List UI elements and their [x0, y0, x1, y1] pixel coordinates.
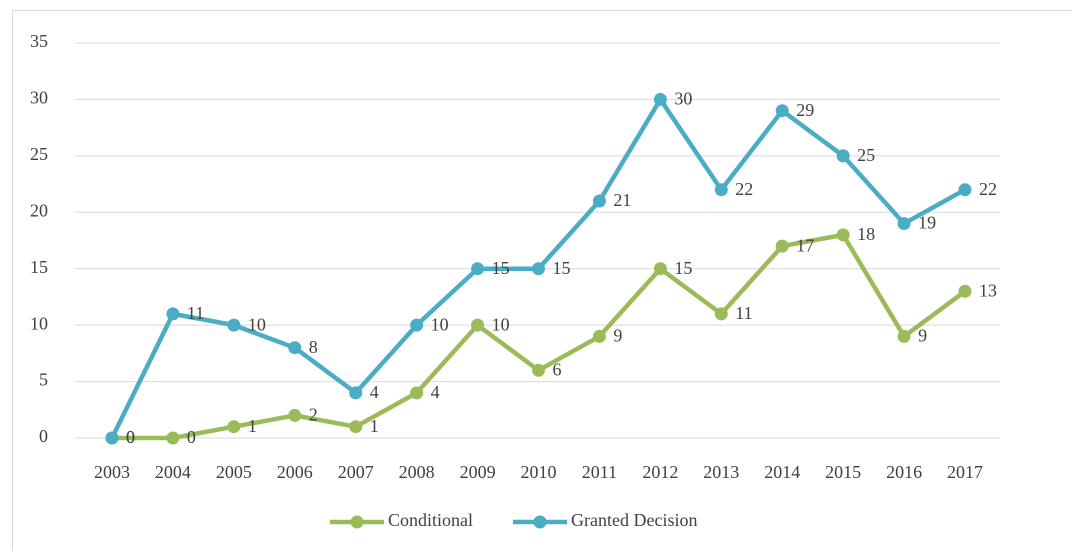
- x-tick-label: 2017: [947, 462, 983, 482]
- data-point: [714, 183, 728, 197]
- chart-frame: [12, 10, 1072, 551]
- data-point: [836, 149, 850, 163]
- data-point: [653, 92, 667, 106]
- data-point: [532, 262, 545, 276]
- y-tick-label: 20: [30, 200, 48, 220]
- x-tick-label: 2008: [399, 462, 435, 482]
- data-label: 21: [613, 190, 631, 210]
- data-point: [166, 307, 180, 321]
- x-tick-label: 2005: [216, 462, 252, 482]
- data-label: 1: [248, 416, 257, 436]
- data-point: [775, 239, 789, 253]
- data-label: 15: [553, 258, 571, 278]
- data-label: 4: [370, 382, 379, 402]
- data-label: 10: [431, 314, 449, 334]
- data-label: 17: [796, 235, 814, 255]
- x-tick-label: 2010: [521, 462, 557, 482]
- data-point: [897, 217, 911, 231]
- data-label: 11: [187, 303, 204, 323]
- data-label: 29: [796, 100, 814, 120]
- y-tick-label: 35: [30, 31, 48, 51]
- data-label: 10: [248, 314, 266, 334]
- legend-label: Conditional: [388, 510, 473, 530]
- x-tick-label: 2006: [277, 462, 313, 482]
- data-point: [471, 262, 485, 276]
- x-tick-label: 2014: [764, 462, 800, 482]
- x-tick-label: 2009: [460, 462, 496, 482]
- data-point: [227, 420, 241, 434]
- data-point: [166, 431, 180, 445]
- data-point: [532, 363, 545, 377]
- data-point: [288, 408, 302, 422]
- data-label: 9: [918, 326, 927, 346]
- x-tick-label: 2011: [582, 462, 617, 482]
- data-point: [592, 329, 606, 343]
- data-point: [349, 420, 363, 434]
- data-point: [227, 318, 241, 332]
- data-label: 11: [735, 303, 752, 323]
- data-point: [714, 307, 728, 321]
- data-point: [288, 341, 302, 355]
- data-label: 8: [309, 337, 318, 357]
- data-label: 15: [674, 258, 692, 278]
- data-point: [410, 318, 424, 332]
- data-label: 19: [918, 213, 936, 233]
- data-label: 15: [492, 258, 510, 278]
- data-label: 6: [553, 359, 562, 379]
- y-tick-label: 15: [30, 257, 48, 277]
- data-label: 22: [979, 179, 997, 199]
- data-point: [105, 431, 119, 445]
- y-tick-label: 5: [39, 370, 48, 390]
- data-point: [958, 284, 972, 298]
- data-point: [897, 329, 911, 343]
- y-tick-label: 10: [30, 313, 48, 333]
- data-label: 0: [126, 427, 135, 447]
- x-tick-label: 2015: [825, 462, 861, 482]
- data-label: 10: [492, 314, 510, 334]
- data-label: 4: [431, 382, 440, 402]
- x-tick-label: 2016: [886, 462, 922, 482]
- x-tick-label: 2013: [703, 462, 739, 482]
- legend-marker: [533, 515, 547, 529]
- data-point: [471, 318, 485, 332]
- data-label: 22: [735, 179, 753, 199]
- y-tick-label: 25: [30, 144, 48, 164]
- data-label: 1: [370, 416, 379, 436]
- data-point: [592, 194, 606, 208]
- x-tick-label: 2012: [642, 462, 678, 482]
- y-tick-label: 0: [39, 426, 48, 446]
- y-tick-label: 30: [30, 88, 48, 108]
- data-point: [349, 386, 363, 400]
- data-label: 30: [674, 89, 692, 109]
- data-label: 0: [126, 427, 135, 447]
- data-label: 0: [187, 427, 196, 447]
- data-point: [958, 183, 972, 197]
- data-point: [653, 262, 667, 276]
- data-point: [410, 386, 424, 400]
- data-point: [775, 104, 789, 118]
- x-tick-label: 2004: [155, 462, 191, 482]
- data-label: 9: [613, 326, 622, 346]
- data-label: 13: [979, 280, 997, 300]
- data-point: [836, 228, 850, 242]
- x-tick-label: 2007: [338, 462, 374, 482]
- x-tick-label: 2003: [94, 462, 130, 482]
- data-label: 18: [857, 224, 875, 244]
- data-label: 25: [857, 145, 875, 165]
- data-label: 2: [309, 405, 318, 425]
- legend-label: Granted Decision: [571, 510, 697, 530]
- legend-marker: [350, 515, 364, 529]
